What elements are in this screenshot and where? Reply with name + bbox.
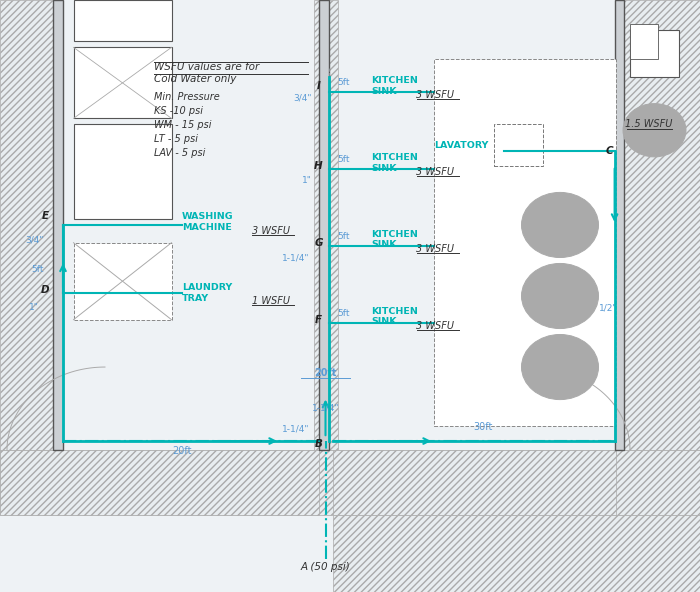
Bar xyxy=(616,0,700,450)
Text: 3/4": 3/4" xyxy=(26,235,44,244)
Bar xyxy=(332,450,616,515)
Text: 3 WSFU: 3 WSFU xyxy=(416,90,454,99)
Bar xyxy=(0,0,52,450)
Bar xyxy=(0,450,318,515)
Text: F: F xyxy=(315,315,322,324)
Text: 5ft: 5ft xyxy=(32,265,44,274)
Text: 3 WSFU: 3 WSFU xyxy=(416,167,454,176)
Text: 1": 1" xyxy=(29,303,38,313)
Text: KITCHEN
SINK: KITCHEN SINK xyxy=(371,307,418,326)
Text: A (50 psi): A (50 psi) xyxy=(300,562,351,572)
Text: KITCHEN
SINK: KITCHEN SINK xyxy=(371,153,418,172)
Text: LAUNDRY
TRAY: LAUNDRY TRAY xyxy=(182,284,232,303)
Text: WASHING
MACHINE: WASHING MACHINE xyxy=(182,213,234,231)
Text: 3 WSFU: 3 WSFU xyxy=(252,226,290,236)
Bar xyxy=(74,243,172,320)
Text: 5ft: 5ft xyxy=(337,155,350,165)
Text: LAVATORY: LAVATORY xyxy=(434,140,489,150)
Text: Min. Pressure
KS -10 psi
WM - 15 psi
LT - 5 psi
LAV - 5 psi: Min. Pressure KS -10 psi WM - 15 psi LT … xyxy=(154,92,220,157)
Text: H: H xyxy=(314,161,323,170)
Text: KITCHEN
SINK: KITCHEN SINK xyxy=(371,230,418,249)
Text: 5ft: 5ft xyxy=(337,232,350,242)
Text: 30ft: 30ft xyxy=(473,422,493,432)
Circle shape xyxy=(522,334,598,400)
Text: 3 WSFU: 3 WSFU xyxy=(416,244,454,253)
Bar xyxy=(318,0,329,450)
Text: 5ft: 5ft xyxy=(337,309,350,318)
Text: 3 WSFU: 3 WSFU xyxy=(416,321,454,330)
Text: 1.5 WSFU: 1.5 WSFU xyxy=(624,120,672,129)
Text: 20ft: 20ft xyxy=(172,446,192,456)
Text: 1-1/4": 1-1/4" xyxy=(282,253,309,262)
Bar xyxy=(74,0,172,41)
Text: KITCHEN
SINK: KITCHEN SINK xyxy=(371,76,418,95)
Text: I: I xyxy=(316,81,321,91)
Bar xyxy=(332,515,700,592)
Text: 3/4": 3/4" xyxy=(293,93,312,102)
Circle shape xyxy=(522,192,598,258)
Text: B: B xyxy=(314,439,323,449)
Bar xyxy=(74,47,172,118)
Bar xyxy=(630,30,679,77)
Text: 1 WSFU: 1 WSFU xyxy=(252,296,290,305)
Text: E: E xyxy=(42,211,49,221)
Text: 1/2": 1/2" xyxy=(598,303,617,313)
Bar xyxy=(314,0,338,450)
Text: WSFU values are for
Cold Water only: WSFU values are for Cold Water only xyxy=(154,62,259,83)
Bar xyxy=(0,450,700,515)
Text: 1-1/4": 1-1/4" xyxy=(282,424,309,434)
Bar xyxy=(630,24,658,59)
Text: G: G xyxy=(314,238,323,247)
Text: 20ft: 20ft xyxy=(314,368,337,378)
Text: D: D xyxy=(41,285,50,295)
Text: 1-1/4": 1-1/4" xyxy=(312,404,340,413)
Bar xyxy=(434,59,616,426)
Text: C: C xyxy=(606,146,612,156)
Text: 5ft: 5ft xyxy=(337,78,350,88)
Bar xyxy=(74,124,172,219)
Bar xyxy=(615,0,624,450)
Text: 1": 1" xyxy=(302,176,312,185)
Bar xyxy=(52,0,63,450)
Circle shape xyxy=(522,263,598,329)
Bar xyxy=(494,124,542,166)
Circle shape xyxy=(623,104,686,157)
